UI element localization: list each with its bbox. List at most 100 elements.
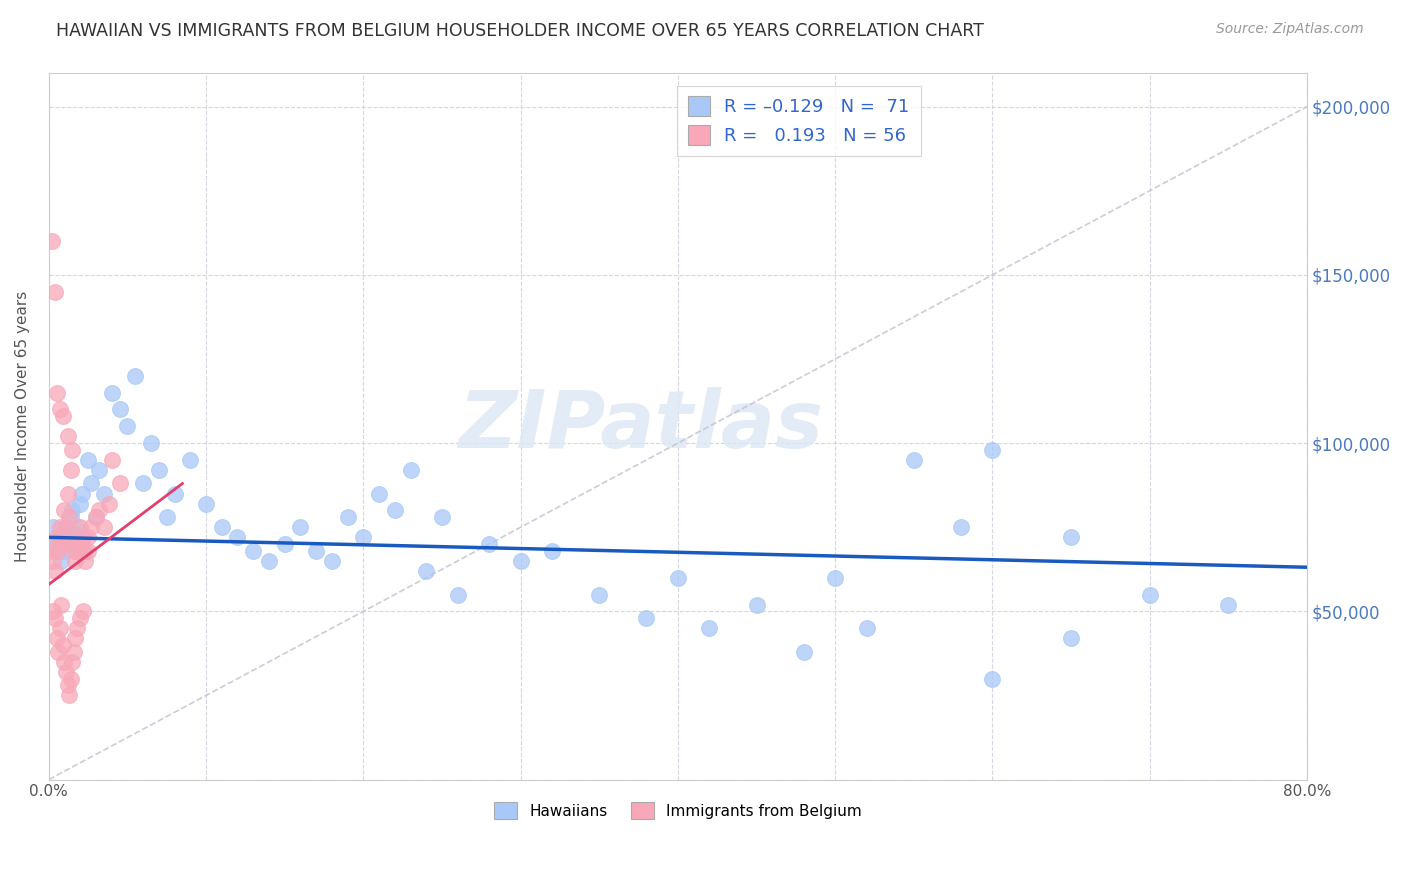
Point [242,543,264,558]
Text: ZIPatlas: ZIPatlas [457,387,823,466]
Point [44,611,66,625]
Point [60,655,83,669]
Point [44,564,66,578]
Point [1060,632,1083,646]
Point [46,543,69,558]
Point [949,520,972,534]
Point [84,510,107,524]
Point [45,530,67,544]
Point [59,463,82,477]
Point [903,453,925,467]
Point [368,486,391,500]
Point [49,621,72,635]
Point [55,520,77,534]
Point [72,604,94,618]
Point [65,554,87,568]
Point [77,530,100,544]
Point [195,497,218,511]
Point [636,611,658,625]
Point [52,409,75,424]
Point [981,672,1004,686]
Point [53,543,76,558]
Point [72,543,94,558]
Point [60,503,83,517]
Point [45,632,67,646]
Point [447,588,470,602]
Point [97,497,120,511]
Point [51,554,73,568]
Point [321,554,343,568]
Point [56,678,79,692]
Point [352,530,374,544]
Point [156,510,179,524]
Point [59,510,82,524]
Point [73,543,96,558]
Point [58,689,80,703]
Point [53,503,76,517]
Point [52,530,75,544]
Point [93,486,115,500]
Point [70,537,93,551]
Point [399,463,422,477]
Point [100,385,122,400]
Point [56,486,79,500]
Point [117,419,139,434]
Point [1060,530,1083,544]
Point [77,453,100,467]
Point [108,476,131,491]
Point [384,503,406,517]
Point [855,621,877,635]
Point [139,436,162,450]
Point [55,665,77,679]
Point [87,463,110,477]
Point [66,530,89,544]
Point [588,588,610,602]
Point [46,543,69,558]
Point [226,530,249,544]
Point [509,554,531,568]
Point [69,520,91,534]
Point [42,554,65,568]
Point [87,503,110,517]
Point [981,442,1004,457]
Point [65,632,87,646]
Point [63,527,86,541]
Point [46,645,69,659]
Point [745,598,768,612]
Point [56,530,79,544]
Point [305,543,328,558]
Point [45,537,67,551]
Point [124,368,146,383]
Point [67,537,90,551]
Point [58,537,80,551]
Point [63,645,86,659]
Point [273,537,295,551]
Point [430,510,453,524]
Point [72,530,94,544]
Point [93,520,115,534]
Point [60,442,83,457]
Point [336,510,359,524]
Point [45,385,67,400]
Point [66,520,89,534]
Point [41,543,63,558]
Point [541,543,564,558]
Point [52,527,75,541]
Point [108,402,131,417]
Point [77,543,100,558]
Point [56,429,79,443]
Point [84,510,107,524]
Point [100,453,122,467]
Point [49,520,72,534]
Text: HAWAIIAN VS IMMIGRANTS FROM BELGIUM HOUSEHOLDER INCOME OVER 65 YEARS CORRELATION: HAWAIIAN VS IMMIGRANTS FROM BELGIUM HOUS… [56,22,984,40]
Point [51,537,73,551]
Text: Source: ZipAtlas.com: Source: ZipAtlas.com [1216,22,1364,37]
Point [80,520,103,534]
Point [666,571,689,585]
Point [793,645,815,659]
Point [132,476,155,491]
Point [67,543,90,558]
Point [69,611,91,625]
Point [53,655,76,669]
Point [163,486,186,500]
